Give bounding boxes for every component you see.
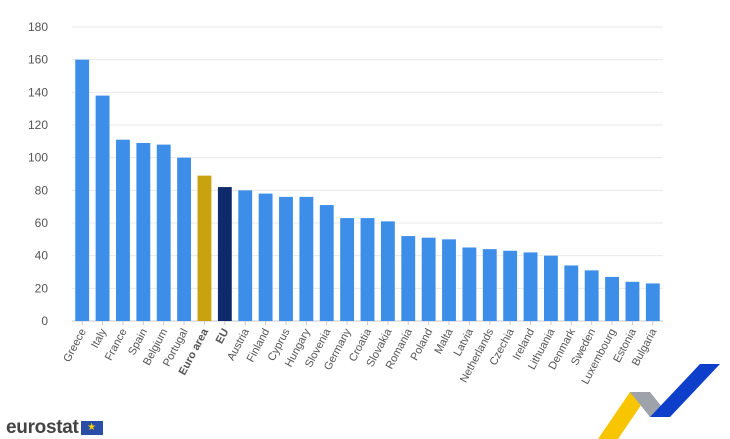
bar-finland — [258, 193, 273, 321]
y-tick-label: 180 — [28, 20, 48, 34]
x-axis-ticks: Greece ItalyFranceSpainBelgiumPortugalEur… — [61, 321, 660, 386]
bar-slovenia — [319, 205, 334, 321]
bar-czechia — [503, 250, 518, 321]
bar-france — [116, 139, 130, 321]
x-tick-label: Italy — [89, 326, 109, 350]
bars — [75, 59, 660, 322]
bar-austria — [238, 190, 253, 321]
bar-denmark — [564, 265, 579, 321]
bar-croatia — [360, 218, 375, 321]
y-tick-label: 160 — [28, 53, 48, 67]
y-tick-label: 80 — [35, 183, 49, 197]
bar-euro-area — [197, 175, 212, 321]
y-axis-ticks: 0 20 40 60 80 100 120 140 160 180 — [28, 20, 48, 328]
brand-mark-yellow-stripe — [598, 392, 650, 439]
bar-spain — [136, 142, 151, 321]
bar-romania — [401, 236, 416, 321]
x-tick-label: EU — [214, 327, 232, 346]
y-tick-label: 140 — [28, 85, 48, 99]
bar-italy — [95, 95, 110, 321]
bar-cyprus — [279, 196, 293, 321]
brand-mark-blue-stripe — [650, 364, 720, 417]
logo-text: eurostat — [6, 417, 79, 438]
bar-belgium — [156, 144, 171, 321]
bar-lithuania — [543, 255, 558, 321]
bar-germany — [340, 218, 355, 321]
y-tick-label: 120 — [28, 118, 48, 132]
brand-mark — [598, 364, 720, 439]
bar-eu — [217, 187, 232, 321]
eu-flag-icon: ★ — [80, 421, 103, 435]
eurostat-logo: eurostat ★ — [6, 417, 103, 438]
bar-poland — [421, 237, 436, 321]
bar-portugal — [177, 157, 192, 321]
bar-estonia — [625, 281, 640, 321]
y-tick-label: 20 — [35, 281, 49, 295]
bar-bulgaria — [645, 283, 660, 321]
bar-hungary — [299, 196, 314, 321]
y-tick-label: 0 — [41, 314, 48, 328]
bar-latvia — [462, 247, 477, 321]
bar-ireland — [523, 252, 538, 321]
y-tick-label: 60 — [35, 216, 49, 230]
bar-malta — [442, 239, 456, 321]
y-tick-label: 100 — [28, 151, 48, 165]
bar-sweden — [584, 270, 599, 321]
bar-luxembourg — [605, 276, 619, 321]
bar-greece — [75, 59, 90, 322]
x-tick-label: Greece — [61, 327, 89, 364]
bar-netherlands — [482, 249, 497, 321]
bar-slovakia — [380, 221, 395, 321]
y-tick-label: 40 — [35, 249, 49, 263]
